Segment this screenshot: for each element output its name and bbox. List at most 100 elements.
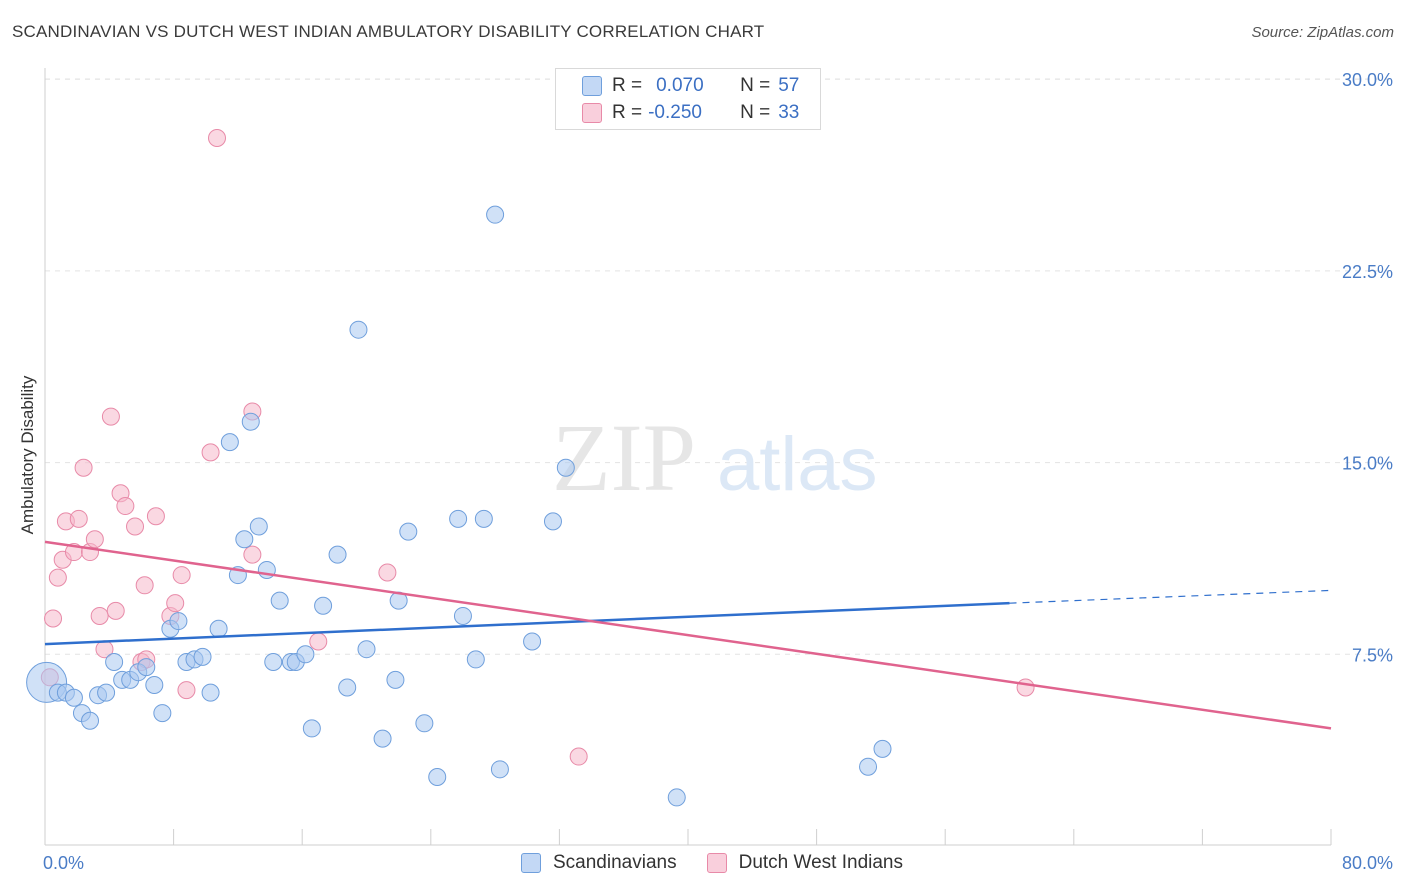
data-point-scandinavians: [490, 760, 509, 779]
data-point-dutch-west-indians: [309, 632, 328, 651]
data-point-scandinavians: [81, 711, 100, 730]
data-point-dutch-west-indians: [135, 576, 154, 595]
series-legend: Scandinavians Dutch West Indians: [521, 852, 933, 874]
data-point-dutch-west-indians: [243, 545, 262, 564]
data-point-dutch-west-indians: [172, 566, 191, 585]
n-label: N =: [740, 75, 771, 96]
data-point-scandinavians: [453, 606, 472, 625]
data-point-dutch-west-indians: [146, 507, 165, 526]
scandinavians-points: [26, 205, 892, 807]
data-point-scandinavians: [145, 675, 164, 694]
r-label: R =: [612, 75, 643, 96]
data-point-dutch-west-indians: [74, 458, 93, 477]
data-point-scandinavians: [209, 619, 228, 638]
data-point-scandinavians: [193, 647, 212, 666]
data-point-scandinavians: [543, 512, 562, 531]
legend-item-scandinavians: Scandinavians: [521, 852, 677, 874]
data-point-scandinavians: [474, 509, 493, 528]
data-point-scandinavians: [449, 509, 468, 528]
y-tick-label: 30.0%: [1342, 70, 1393, 90]
y-tick-labels: 7.5% 15.0% 22.5% 30.0%: [1342, 70, 1393, 665]
data-point-scandinavians: [466, 650, 485, 669]
data-point-scandinavians: [270, 591, 289, 610]
r-label: R =: [612, 102, 643, 123]
data-point-dutch-west-indians: [48, 568, 67, 587]
stats-legend: R = 0.070 N = 57 R = -0.250 N = 33: [555, 68, 821, 130]
x-tick-label: 80.0%: [1342, 853, 1393, 873]
data-point-scandinavians: [105, 652, 124, 671]
data-point-scandinavians: [169, 612, 188, 631]
legend-row-dutch-west-indians: R = -0.250 N = 33: [582, 100, 799, 126]
r-value: -0.250: [648, 102, 702, 123]
data-point-scandinavians: [302, 719, 321, 738]
data-point-dutch-west-indians: [177, 681, 196, 700]
x-tick-labels: 0.0% 80.0%: [43, 853, 1393, 873]
trend-line-scandinavians-extension: [1009, 589, 1332, 604]
data-point-scandinavians: [249, 517, 268, 536]
data-point-scandinavians: [220, 433, 239, 452]
y-axis-label: Ambulatory Disability: [18, 375, 37, 534]
x-tick-label: 0.0%: [43, 853, 84, 873]
data-point-dutch-west-indians: [69, 509, 88, 528]
grid-lines: [45, 78, 1392, 655]
data-point-dutch-west-indians: [85, 530, 104, 549]
data-point-dutch-west-indians: [90, 606, 109, 625]
data-point-scandinavians: [859, 757, 878, 776]
data-point-scandinavians: [486, 205, 505, 224]
data-point-dutch-west-indians: [569, 747, 588, 766]
data-point-scandinavians: [64, 688, 83, 707]
watermark: ZIP atlas: [552, 404, 878, 511]
data-point-scandinavians: [235, 530, 254, 549]
n-label: N =: [740, 102, 771, 123]
legend-row-scandinavians: R = 0.070 N = 57: [582, 73, 799, 99]
y-tick-label: 7.5%: [1352, 645, 1393, 665]
data-point-scandinavians: [314, 596, 333, 615]
y-tick-label: 22.5%: [1342, 262, 1393, 282]
data-point-scandinavians: [667, 788, 686, 807]
data-point-scandinavians: [137, 658, 156, 677]
trend-lines: [44, 540, 1332, 730]
source-label: Source: ZipAtlas.com: [1251, 24, 1394, 41]
data-point-dutch-west-indians: [166, 594, 185, 613]
chart-title: SCANDINAVIAN VS DUTCH WEST INDIAN AMBULA…: [12, 22, 765, 41]
axes: [44, 68, 1332, 846]
data-point-scandinavians: [201, 683, 220, 702]
legend-swatch-pink: [582, 103, 602, 123]
legend-swatch-pink: [706, 853, 727, 873]
data-point-scandinavians: [241, 412, 260, 431]
data-point-scandinavians: [415, 714, 434, 733]
data-point-scandinavians: [523, 632, 542, 651]
data-point-scandinavians: [386, 670, 405, 689]
data-point-scandinavians: [357, 640, 376, 659]
data-point-dutch-west-indians: [106, 601, 125, 620]
data-point-scandinavians: [373, 729, 392, 748]
data-point-scandinavians: [97, 683, 116, 702]
watermark-atlas: atlas: [717, 422, 878, 507]
data-point-dutch-west-indians: [378, 563, 397, 582]
data-point-dutch-west-indians: [208, 128, 227, 147]
data-point-scandinavians: [296, 645, 315, 664]
trend-line-scandinavians: [44, 601, 1010, 646]
data-point-scandinavians: [328, 545, 347, 564]
data-point-scandinavians: [399, 522, 418, 541]
watermark-zip: ZIP: [552, 404, 696, 511]
legend-label-dutch-west-indians: Dutch West Indians: [738, 852, 903, 873]
data-point-dutch-west-indians: [116, 497, 135, 516]
data-point-dutch-west-indians: [126, 517, 145, 536]
r-value: 0.070: [656, 75, 704, 96]
dutch-west-indians-points: [40, 128, 1035, 766]
data-point-dutch-west-indians: [1016, 678, 1035, 697]
data-point-dutch-west-indians: [101, 407, 120, 426]
y-tick-label: 15.0%: [1342, 454, 1393, 474]
data-point-scandinavians: [153, 704, 172, 723]
data-point-dutch-west-indians: [44, 609, 63, 628]
data-point-scandinavians: [338, 678, 357, 697]
data-point-dutch-west-indians: [201, 443, 220, 462]
legend-label-scandinavians: Scandinavians: [553, 852, 677, 873]
trend-line-dutch-west-indians: [44, 540, 1332, 730]
n-value: 33: [778, 102, 800, 123]
data-point-scandinavians: [349, 320, 368, 339]
legend-item-dutch-west-indians: Dutch West Indians: [706, 852, 903, 874]
data-point-scandinavians: [428, 767, 447, 786]
